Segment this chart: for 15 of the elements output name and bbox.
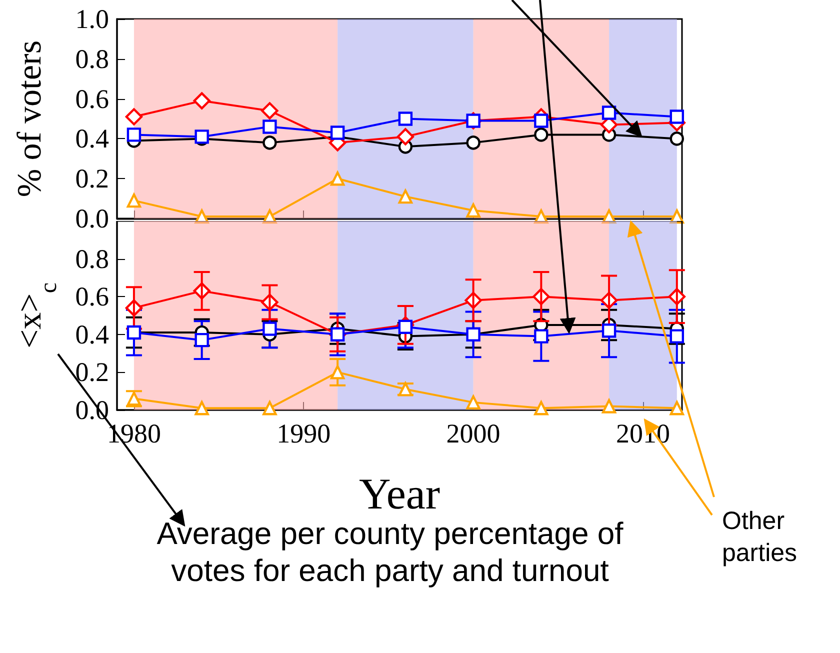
- y-tick-label: 0.6: [75, 84, 109, 114]
- y-tick-label: 0.2: [75, 357, 109, 388]
- y-tick-label: 0.2: [75, 164, 109, 194]
- y-axis-title: <x>c: [12, 282, 62, 349]
- x-tick-label: 1990: [276, 418, 331, 448]
- y-tick-label: 0.4: [75, 124, 110, 154]
- y-tick-label: 0.6: [75, 282, 109, 312]
- y-tick-label: 0.8: [75, 244, 109, 274]
- y-tick-label: 1.0: [75, 4, 109, 34]
- text: Other parties: [722, 506, 798, 569]
- x-tick-label: 2000: [446, 418, 500, 448]
- y-tick-label: 0.0: [75, 204, 109, 234]
- y-axis-title: % of voters: [12, 40, 48, 198]
- y-tick-label: 0.8: [75, 44, 109, 74]
- y-tick-label: 0.4: [75, 319, 110, 350]
